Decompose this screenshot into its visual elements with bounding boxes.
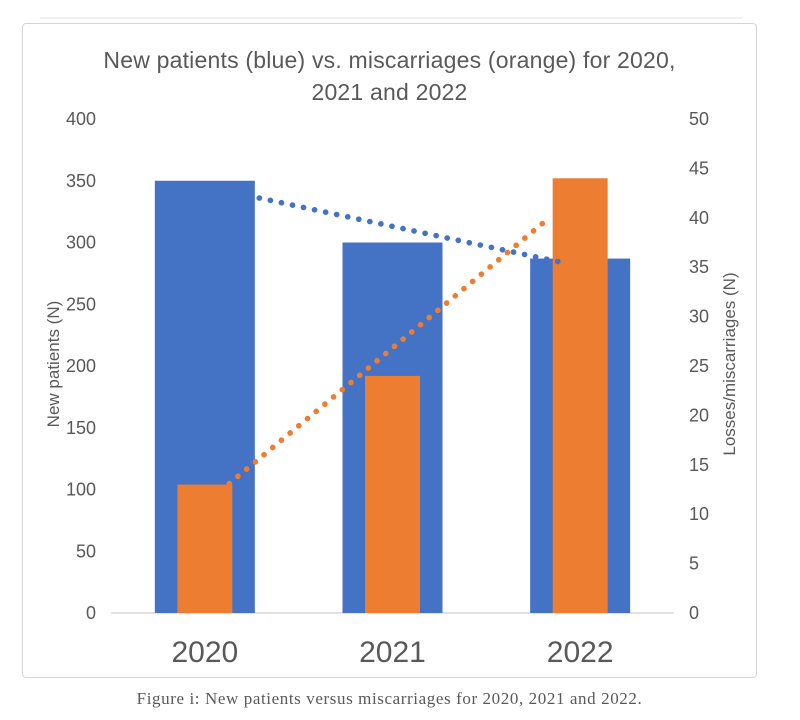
trendline-losses-miscarriages: [226, 218, 548, 487]
bar-losses-miscarriages-2020: [177, 484, 233, 613]
right-axis-tick-label: 15: [689, 455, 709, 475]
bar-chart-plot-area: 0 50 100 150 200 250 300 350 400 0 5 10 15 20 25 30 35 40…: [66, 109, 709, 669]
left-axis-tick-label: 0: [86, 603, 96, 623]
right-axis-tick-label: 45: [689, 158, 709, 178]
right-axis-tick-label: 30: [689, 307, 709, 327]
chart-title: New patients (blue) vs. miscarriages (or…: [23, 44, 756, 108]
x-axis-category-label: 2022: [547, 636, 614, 669]
right-axis-tick-label: 0: [689, 603, 699, 623]
left-axis-tick-label: 100: [66, 480, 96, 500]
right-axis-tick-label: 25: [689, 356, 709, 376]
right-axis-tick-label: 50: [689, 109, 709, 129]
bar-losses-miscarriages-2021: [365, 375, 420, 613]
bar-losses-miscarriages-2022: [552, 178, 608, 613]
trendline-new-patients: [256, 195, 570, 267]
left-axis-tick-label: 250: [66, 294, 96, 314]
left-axis-tick-label: 400: [66, 109, 96, 129]
left-axis-tick-label: 150: [66, 418, 96, 438]
left-axis-tick-label: 200: [66, 356, 96, 376]
right-axis-tick-label: 5: [689, 554, 699, 574]
chart-title-line1: New patients (blue) vs. miscarriages (or…: [103, 47, 676, 73]
left-axis-tick-label: 300: [66, 233, 96, 253]
chart-card: New patients (blue) vs. miscarriages (or…: [22, 23, 757, 678]
x-axis-category-label: 2020: [171, 636, 238, 669]
right-axis-tick-label: 20: [689, 405, 709, 425]
x-axis-category-label: 2021: [359, 636, 426, 669]
top-divider-line: [40, 17, 742, 19]
right-axis-tick-label: 40: [689, 208, 709, 228]
right-axis-tick-label: 35: [689, 257, 709, 277]
left-axis-tick-label: 50: [76, 541, 96, 561]
figure-caption: Figure i: New patients versus miscarriag…: [136, 689, 643, 708]
right-axis-tick-label: 10: [689, 504, 709, 524]
chart-title-line2: 2021 and 2022: [311, 79, 468, 105]
left-axis-tick-label: 350: [66, 171, 96, 191]
